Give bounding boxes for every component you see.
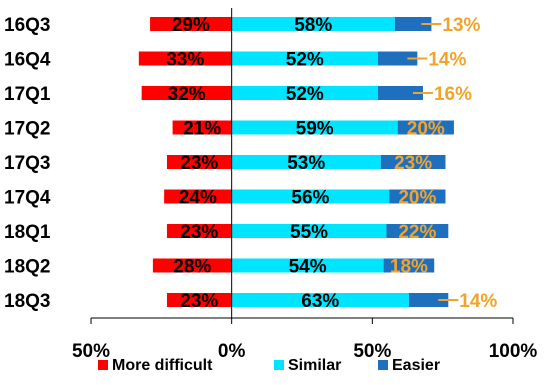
data-label-more-difficult: 29% (172, 15, 210, 36)
x-tick-label: 0% (218, 341, 246, 362)
data-label-easier: 20% (407, 119, 445, 140)
bar-similar (231, 120, 398, 135)
data-label-easier: 14% (428, 50, 466, 71)
legend-swatch (98, 360, 108, 370)
bar-easier (380, 155, 446, 169)
category-label: 17Q2 (4, 119, 50, 140)
x-tick-label: 50% (353, 341, 391, 362)
data-label-similar: 52% (286, 84, 324, 105)
bar-similar (231, 258, 384, 273)
bar-more-difficult (150, 17, 232, 31)
data-label-easier: 20% (398, 188, 436, 209)
data-label-similar: 58% (294, 15, 332, 36)
bar-similar (231, 155, 381, 169)
category-label: 18Q1 (4, 222, 51, 243)
bar-easier (377, 51, 418, 66)
bar-similar (231, 224, 387, 238)
data-label-more-difficult: 23% (180, 153, 218, 174)
data-label-easier: 22% (398, 222, 436, 243)
data-label-easier: 13% (442, 15, 480, 36)
data-label-easier: 14% (459, 291, 497, 312)
bar-more-difficult (166, 155, 232, 169)
category-label: 16Q3 (4, 15, 50, 36)
bar-similar (231, 17, 395, 31)
legend-swatch (378, 360, 388, 370)
bar-easier (389, 189, 446, 204)
data-label-easier: 18% (390, 257, 428, 278)
bar-more-difficult (138, 51, 232, 66)
data-label-more-difficult: 28% (173, 257, 211, 278)
data-label-similar: 52% (286, 50, 324, 71)
legend-label: More difficult (112, 357, 213, 374)
bar-easier (377, 86, 423, 100)
data-label-similar: 56% (291, 188, 329, 209)
category-label: 16Q4 (4, 50, 51, 71)
bar-more-difficult (166, 224, 232, 238)
data-label-similar: 55% (290, 222, 328, 243)
data-label-easier: 16% (434, 84, 472, 105)
data-label-more-difficult: 24% (179, 188, 217, 209)
data-label-similar: 63% (301, 291, 339, 312)
data-label-more-difficult: 23% (180, 291, 218, 312)
category-label: 17Q4 (4, 188, 51, 209)
category-label: 17Q1 (4, 84, 51, 105)
x-tick-label: 50% (72, 341, 110, 362)
legend-swatch (274, 360, 284, 370)
data-label-more-difficult: 33% (166, 50, 204, 71)
bar-more-difficult (164, 189, 232, 204)
data-label-more-difficult: 32% (168, 84, 206, 105)
bar-more-difficult (152, 258, 232, 273)
bar-similar (231, 189, 390, 204)
legend-label: Similar (288, 357, 341, 374)
data-label-similar: 54% (289, 257, 327, 278)
bar-easier (394, 17, 432, 31)
category-label: 17Q3 (4, 153, 50, 174)
category-label: 18Q2 (4, 257, 50, 278)
data-label-easier: 23% (394, 153, 432, 174)
bar-easier (386, 224, 449, 238)
category-label: 18Q3 (4, 291, 50, 312)
bar-more-difficult (172, 120, 232, 135)
bar-easier (397, 120, 454, 135)
bar-easier (408, 293, 449, 307)
data-label-similar: 59% (296, 119, 334, 140)
bar-more-difficult (141, 86, 232, 100)
bar-similar (231, 86, 378, 100)
x-tick-label: 100% (489, 341, 538, 362)
legend-label: Easier (392, 357, 440, 374)
bar-more-difficult (166, 293, 232, 307)
bar-easier (383, 258, 435, 273)
bar-similar (231, 51, 378, 66)
bar-similar (231, 293, 409, 307)
data-label-more-difficult: 23% (180, 222, 218, 243)
data-label-more-difficult: 21% (183, 119, 221, 140)
data-label-similar: 53% (287, 153, 325, 174)
